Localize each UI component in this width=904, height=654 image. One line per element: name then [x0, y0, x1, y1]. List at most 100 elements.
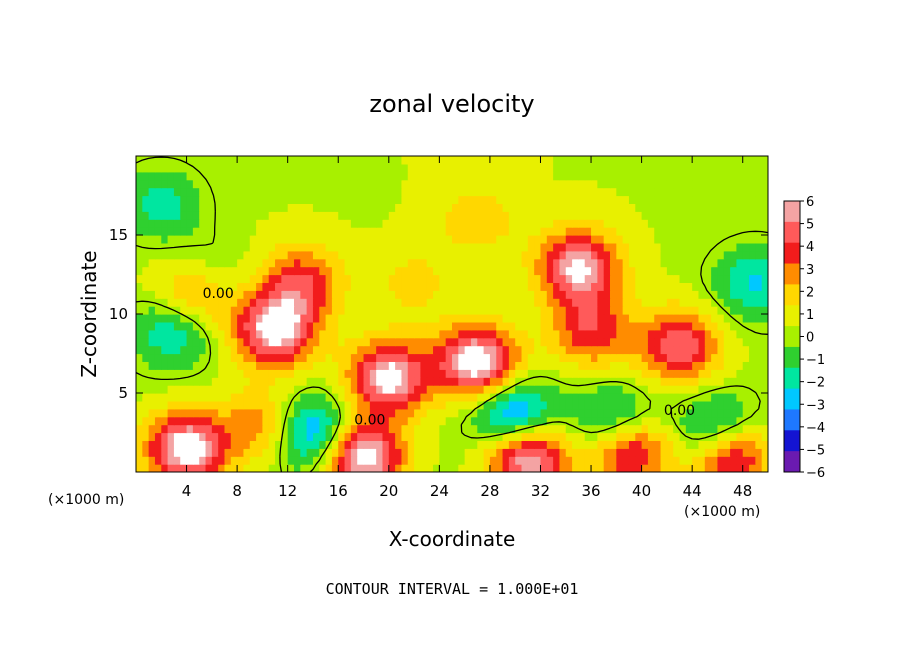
heatmap-cell [319, 298, 327, 307]
heatmap-cell [312, 258, 320, 268]
heatmap-cell [628, 456, 636, 465]
heatmap-cell [325, 408, 333, 418]
heatmap-cell [395, 314, 403, 323]
heatmap-cell [401, 377, 409, 386]
heatmap-cell [262, 156, 270, 165]
heatmap-cell [572, 353, 579, 362]
heatmap-cell [275, 424, 282, 434]
heatmap-cell [287, 440, 295, 449]
heatmap-cell [458, 361, 466, 370]
heatmap-cell [489, 361, 497, 370]
heatmap-cell [553, 448, 561, 457]
heatmap-cell [243, 211, 251, 220]
heatmap-cell [275, 361, 282, 370]
heatmap-cell [464, 314, 472, 323]
heatmap-cell [382, 258, 390, 268]
heatmap-cell [641, 242, 649, 252]
heatmap-cell [382, 163, 390, 173]
heatmap-cell [711, 195, 719, 204]
heatmap-cell [338, 258, 346, 268]
heatmap-cell [395, 400, 403, 410]
heatmap-cell [597, 353, 605, 362]
heatmap-cell [704, 219, 712, 228]
heatmap-cell [275, 393, 282, 402]
heatmap-cell [458, 416, 466, 426]
heatmap-cell [287, 219, 295, 228]
heatmap-cell [508, 393, 516, 402]
heatmap-cell [325, 298, 333, 307]
heatmap-cell [211, 171, 219, 181]
heatmap-cell [300, 424, 308, 434]
heatmap-cell [199, 432, 207, 441]
heatmap-cell [376, 361, 384, 370]
heatmap-cell [363, 187, 371, 197]
heatmap-cell [742, 353, 750, 362]
heatmap-cell [654, 377, 662, 386]
heatmap-cell [559, 250, 567, 260]
heatmap-cell [369, 369, 377, 378]
heatmap-cell [679, 321, 687, 331]
heatmap-cell [761, 171, 768, 181]
heatmap-cell [622, 227, 630, 236]
heatmap-cell [673, 171, 681, 181]
heatmap-cell [331, 432, 339, 441]
heatmap-cell [205, 274, 213, 283]
heatmap-cell [515, 163, 523, 173]
heatmap-cell [312, 235, 320, 244]
heatmap-cell [647, 448, 655, 457]
heatmap-cell [230, 242, 238, 252]
heatmap-cell [439, 266, 447, 276]
heatmap-cell [616, 171, 624, 181]
heatmap-cell [319, 440, 327, 449]
heatmap-cell [186, 432, 194, 441]
heatmap-cell [704, 187, 712, 197]
heatmap-cell [477, 306, 485, 315]
heatmap-cell [376, 321, 384, 331]
heatmap-cell [230, 448, 238, 457]
heatmap-cell [331, 416, 339, 426]
heatmap-cell [192, 400, 200, 410]
heatmap-cell [376, 266, 384, 276]
heatmap-cell [641, 282, 649, 291]
heatmap-cell [445, 329, 453, 339]
heatmap-cell [584, 203, 592, 212]
heatmap-cell [445, 250, 453, 260]
heatmap-cell [508, 290, 516, 299]
heatmap-cell [350, 242, 358, 252]
heatmap-cell [281, 250, 289, 260]
heatmap-cell [205, 171, 213, 181]
heatmap-cell [357, 195, 365, 204]
heatmap-cell [205, 440, 213, 449]
heatmap-cell [294, 250, 301, 260]
heatmap-cell [275, 440, 282, 449]
heatmap-cell [268, 171, 276, 181]
heatmap-cell [515, 456, 523, 465]
heatmap-cell [673, 282, 681, 291]
heatmap-cell [458, 393, 466, 402]
heatmap-cell [666, 211, 674, 220]
heatmap-cell [546, 171, 554, 181]
heatmap-cell [350, 400, 358, 410]
heatmap-cell [148, 456, 156, 465]
heatmap-cell [578, 250, 586, 260]
heatmap-cell [508, 156, 516, 165]
heatmap-cell [711, 400, 719, 410]
heatmap-cell [344, 156, 352, 165]
heatmap-cell [331, 306, 339, 315]
heatmap-cell [388, 250, 396, 260]
heatmap-cell [610, 393, 617, 402]
heatmap-cell [742, 456, 750, 465]
heatmap-cell [211, 345, 219, 355]
heatmap-cell [205, 163, 213, 173]
heatmap-cell [414, 329, 421, 339]
heatmap-cell [180, 345, 188, 355]
heatmap-cell [717, 219, 725, 228]
heatmap-cell [698, 195, 706, 204]
heatmap-cell [489, 258, 497, 268]
heatmap-cell [173, 290, 181, 299]
heatmap-cell [565, 235, 573, 244]
heatmap-cell [730, 171, 737, 181]
heatmap-cell [142, 393, 150, 402]
heatmap-cell [603, 258, 611, 268]
heatmap-cell [736, 448, 744, 457]
